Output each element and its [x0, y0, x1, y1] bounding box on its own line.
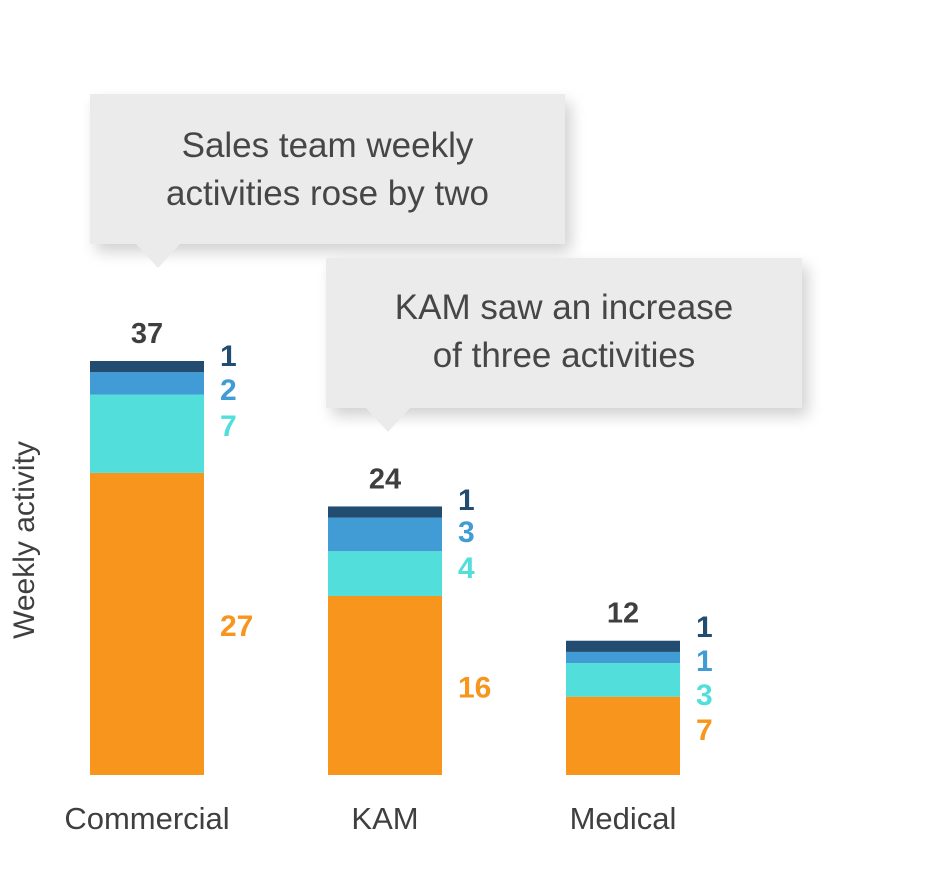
value-label-commercial-segment-4: 1 [220, 340, 237, 373]
bar-commercial-segment-1 [90, 472, 204, 775]
value-label-medical-segment-4: 1 [696, 611, 713, 644]
total-label-commercial: 37 [131, 318, 163, 350]
value-label-commercial-segment-3: 2 [220, 374, 237, 407]
value-label-kam-segment-3: 3 [458, 516, 475, 549]
bar-kam-segment-3 [328, 517, 442, 552]
annotation-commercial: Sales team weekly activities rose by two [90, 94, 565, 268]
bar-kam-segment-2 [328, 551, 442, 596]
value-label-medical-segment-2: 3 [696, 679, 713, 712]
annotation-commercial-line-1: Sales team weekly [181, 126, 474, 165]
value-label-commercial-segment-1: 27 [220, 610, 253, 643]
bar-commercial-segment-3 [90, 372, 204, 395]
value-label-kam-segment-4: 1 [458, 484, 475, 517]
annotation-kam-line-2: of three activities [432, 336, 696, 375]
annotation-kam: KAM saw an increase of three activities [326, 258, 802, 432]
bar-medical-segment-4 [566, 640, 680, 652]
value-label-kam-segment-1: 16 [458, 671, 491, 704]
annotation-kam-pointer [366, 408, 410, 432]
bar-medical-segment-2 [566, 663, 680, 697]
bar-kam-segment-4 [328, 506, 442, 518]
bar-medical-segment-1 [566, 696, 680, 775]
value-label-kam-segment-2: 4 [458, 552, 475, 585]
x-tick-label-commercial: Commercial [64, 801, 229, 836]
x-tick-label-medical: Medical [570, 801, 677, 836]
value-label-medical-segment-3: 1 [696, 645, 713, 678]
bar-medical-segment-3 [566, 651, 680, 664]
value-label-commercial-segment-2: 7 [220, 410, 237, 443]
x-tick-label-kam: KAM [351, 801, 418, 836]
annotation-kam-line-1: KAM saw an increase [394, 288, 734, 327]
bar-kam-segment-1 [328, 595, 442, 775]
total-label-kam: 24 [369, 463, 401, 495]
value-label-medical-segment-1: 7 [696, 714, 713, 747]
bar-commercial-segment-4 [90, 361, 204, 373]
y-axis-label: Weekly activity [8, 441, 41, 639]
annotation-commercial-line-2: activities rose by two [166, 174, 489, 213]
bar-commercial-segment-2 [90, 394, 204, 473]
annotation-commercial-pointer [136, 244, 180, 268]
total-label-medical: 12 [607, 598, 639, 630]
